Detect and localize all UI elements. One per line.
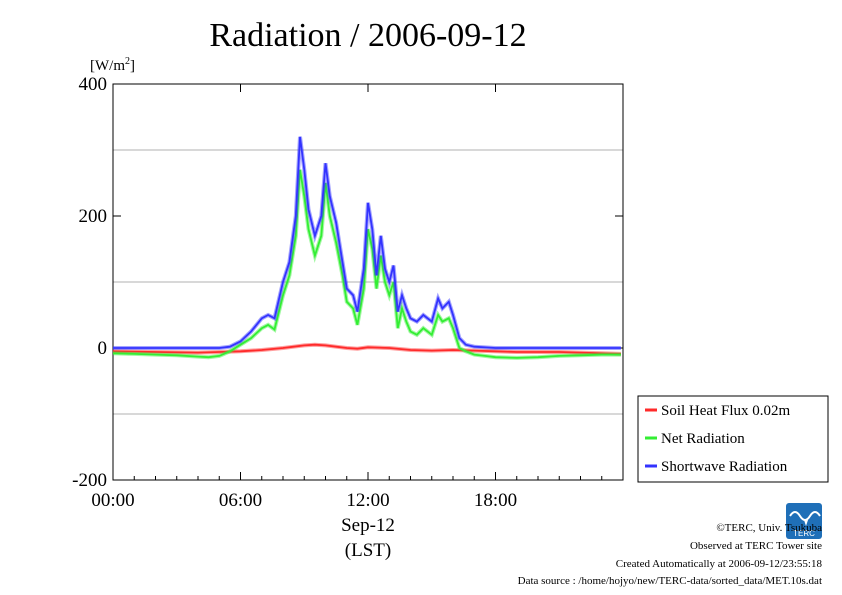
logo-drop-icon xyxy=(804,520,808,526)
footer-site: Observed at TERC Tower site xyxy=(690,540,822,552)
footer-copyright: ©TERC, Univ. Tsukuba xyxy=(716,522,822,534)
series-layer xyxy=(112,136,621,360)
chart-title: Radiation / 2006-09-12 xyxy=(209,17,526,54)
legend-entry: Shortwave Radiation xyxy=(661,459,788,475)
grid-layer xyxy=(113,149,623,415)
x-tick-label: 00:00 xyxy=(91,490,134,511)
y-tick-label: 400 xyxy=(79,74,108,95)
legend-box xyxy=(637,395,829,483)
legend-entry: Net Radiation xyxy=(661,431,745,447)
y-axis-label: [W/m2] xyxy=(90,56,135,74)
footer-created: Created Automatically at 2006-09-12/23:5… xyxy=(616,558,823,570)
series-line xyxy=(112,169,621,359)
series-line xyxy=(112,343,621,355)
legend: Soil Heat Flux 0.02m Net Radiation Shortwa… xyxy=(637,395,829,483)
y-tick-label: -200 xyxy=(72,470,107,491)
x-tick-label: 06:00 xyxy=(219,490,262,511)
terc-logo: TERC xyxy=(786,503,822,539)
x-tick-label: 18:00 xyxy=(474,490,517,511)
y-tick-label: 200 xyxy=(79,206,108,227)
tick-layer: -200 0 200 400 00:00 06:00 12:00 18:00 xyxy=(72,74,623,511)
logo-text: TERC xyxy=(793,529,815,538)
footer-source: Data source : /home/hojyo/new/TERC-data/… xyxy=(518,575,822,587)
legend-entry: Soil Heat Flux 0.02m xyxy=(661,403,791,419)
series-halo xyxy=(113,136,621,350)
x-axis-timezone-label: (LST) xyxy=(345,540,391,561)
y-tick-label: 0 xyxy=(98,338,108,359)
x-tick-label: 12:00 xyxy=(346,490,389,511)
series-halo xyxy=(112,169,621,360)
x-axis-date-label: Sep-12 xyxy=(341,515,395,536)
series-line xyxy=(113,136,621,349)
